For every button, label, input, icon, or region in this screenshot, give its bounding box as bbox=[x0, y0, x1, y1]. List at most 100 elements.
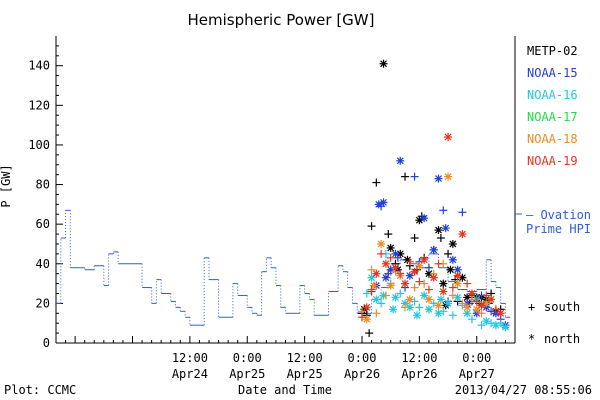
point-noaa-19-north bbox=[372, 269, 381, 278]
point-metp-02-north bbox=[386, 243, 395, 252]
point-noaa-15-north bbox=[420, 214, 429, 223]
plot-credit: Plot: CCMC bbox=[4, 383, 76, 397]
x-tick-time: 12:00 bbox=[287, 351, 323, 365]
point-metp-02-south bbox=[384, 230, 393, 239]
point-noaa-16-north bbox=[424, 305, 433, 314]
point-noaa-18-north bbox=[377, 239, 386, 248]
point-noaa-19-north bbox=[453, 271, 462, 280]
south-marker-symbol: + bbox=[528, 300, 535, 314]
x-tick-date: Apr26 bbox=[401, 367, 437, 381]
point-noaa-19-north bbox=[467, 289, 476, 298]
ovation-legend: – Ovation Prime HPI bbox=[515, 208, 591, 236]
legend-item-noaa-16: NOAA-16 bbox=[527, 88, 578, 102]
point-noaa-18-north bbox=[463, 303, 472, 312]
point-noaa-19-south bbox=[463, 279, 472, 288]
marker-key: + south * north bbox=[528, 300, 580, 346]
point-metp-02-south bbox=[372, 178, 381, 187]
point-noaa-18-south bbox=[367, 265, 376, 274]
point-noaa-15-north bbox=[429, 245, 438, 254]
point-noaa-18-north bbox=[386, 281, 395, 290]
legend-item-noaa-18: NOAA-18 bbox=[527, 132, 578, 146]
y-tick-label: 0 bbox=[43, 336, 50, 350]
point-noaa-18-north bbox=[415, 261, 424, 270]
point-noaa-18-south bbox=[448, 291, 457, 300]
y-tick-label: 20 bbox=[36, 296, 50, 310]
point-noaa-16-south bbox=[396, 289, 405, 298]
point-noaa-16-north bbox=[453, 293, 462, 302]
y-axis-label: P [GW] bbox=[0, 164, 13, 207]
x-axis-label: Date and Time bbox=[238, 383, 332, 397]
point-noaa-16-south bbox=[477, 321, 486, 330]
x-tick-time: 0:00 bbox=[233, 351, 262, 365]
point-noaa-19-north bbox=[458, 230, 467, 239]
x-tick-time: 0:00 bbox=[462, 351, 491, 365]
point-noaa-16-south bbox=[496, 319, 505, 328]
point-noaa-16-north bbox=[501, 323, 510, 332]
point-noaa-18-north bbox=[362, 315, 371, 324]
plot-frame bbox=[55, 36, 516, 344]
y-tick-label: 140 bbox=[28, 59, 50, 73]
point-noaa-19-north bbox=[496, 309, 505, 318]
x-tick-date: Apr25 bbox=[229, 367, 265, 381]
point-noaa-16-north bbox=[389, 305, 398, 314]
point-noaa-15-north bbox=[434, 174, 443, 183]
point-metp-02-south bbox=[367, 222, 376, 231]
north-marker-symbol: * bbox=[528, 332, 535, 346]
south-marker-label: south bbox=[544, 300, 580, 314]
ovation-series bbox=[56, 209, 511, 326]
y-tick-label: 100 bbox=[28, 138, 50, 152]
legend-item-noaa-17: NOAA-17 bbox=[527, 110, 578, 124]
legend-item-metp-02: METP-02 bbox=[527, 44, 578, 58]
y-axis-ticks: 0 20 40 60 80 100 120 140 bbox=[28, 45, 63, 350]
point-noaa-19-south bbox=[448, 283, 457, 292]
point-metp-02-south bbox=[401, 172, 410, 181]
point-noaa-16-north bbox=[491, 321, 500, 330]
point-noaa-19-south bbox=[396, 269, 405, 278]
point-noaa-16-south bbox=[377, 299, 386, 308]
x-tick-date: Apr24 bbox=[172, 367, 208, 381]
point-noaa-15-south bbox=[458, 208, 467, 217]
point-noaa-19-north bbox=[420, 255, 429, 264]
point-noaa-19-north bbox=[381, 259, 390, 268]
point-metp-02-south bbox=[444, 249, 453, 258]
y-tick-label: 60 bbox=[36, 217, 50, 231]
point-metp-02-north bbox=[379, 59, 388, 68]
point-metp-02-north bbox=[434, 226, 443, 235]
point-noaa-16-north bbox=[405, 303, 414, 312]
point-noaa-19-north bbox=[401, 279, 410, 288]
point-noaa-16-north bbox=[434, 309, 443, 318]
point-metp-02-south bbox=[410, 234, 419, 243]
point-noaa-19-south bbox=[482, 291, 491, 300]
point-noaa-19-south bbox=[386, 253, 395, 262]
legend-item-noaa-15: NOAA-15 bbox=[527, 66, 578, 80]
plot-timestamp: 2013/04/27 08:55:06 bbox=[455, 383, 592, 397]
x-tick-time: 0:00 bbox=[348, 351, 377, 365]
y-tick-label: 80 bbox=[36, 178, 50, 192]
point-noaa-18-south bbox=[401, 303, 410, 312]
point-noaa-18-south bbox=[458, 299, 467, 308]
x-tick-date: Apr26 bbox=[344, 367, 380, 381]
point-noaa-19-south bbox=[358, 313, 366, 322]
point-noaa-16-north bbox=[444, 299, 453, 308]
point-noaa-16-north bbox=[391, 293, 400, 302]
point-noaa-19-north bbox=[362, 303, 371, 312]
point-noaa-19-south bbox=[405, 257, 414, 266]
point-noaa-19-south bbox=[377, 249, 386, 258]
legend-item-noaa-19: NOAA-19 bbox=[527, 154, 578, 168]
y-tick-label: 120 bbox=[28, 98, 50, 112]
point-noaa-16-south bbox=[467, 315, 476, 324]
point-noaa-15-south bbox=[439, 206, 448, 215]
point-noaa-19-south bbox=[367, 285, 376, 294]
point-noaa-19-south bbox=[491, 305, 500, 314]
point-noaa-15-south bbox=[410, 172, 419, 181]
x-tick-time: 12:00 bbox=[172, 351, 208, 365]
marker-layer bbox=[358, 59, 510, 338]
point-noaa-16-south bbox=[415, 303, 424, 312]
point-noaa-18-north bbox=[424, 295, 433, 304]
point-noaa-19-north bbox=[444, 133, 453, 142]
point-noaa-15-north bbox=[441, 224, 450, 233]
point-metp-02-north bbox=[446, 265, 455, 274]
point-noaa-19-north bbox=[439, 287, 448, 296]
point-metp-02-south bbox=[436, 234, 445, 243]
